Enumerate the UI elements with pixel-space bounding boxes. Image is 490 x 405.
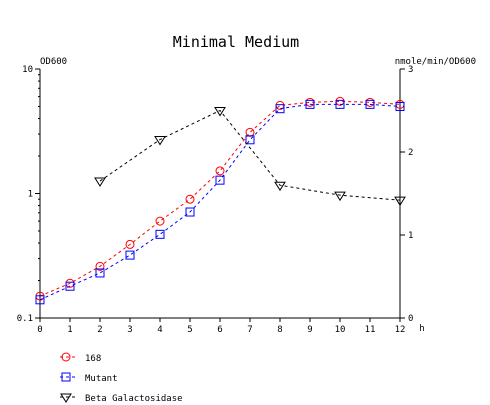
x-tick-label: 3 (127, 325, 132, 335)
legend-label-2: Beta Galactosidase (85, 394, 183, 404)
data-point-2 (394, 196, 406, 207)
y-left-axis-label: OD600 (40, 57, 67, 67)
data-point-1 (95, 268, 105, 278)
data-point-2 (334, 191, 346, 202)
x-tick-label: 10 (335, 325, 346, 335)
x-tick-label: 5 (187, 325, 192, 335)
x-tick-label: 11 (365, 325, 376, 335)
x-tick-label: 9 (307, 325, 312, 335)
data-point-0 (125, 239, 135, 249)
data-point-1 (185, 207, 195, 217)
legend-marker-1 (61, 372, 71, 382)
y-left-tick-label: 10 (22, 65, 33, 75)
chart-title: Minimal Medium (173, 33, 299, 51)
data-point-2 (94, 177, 106, 187)
data-point-1 (155, 229, 165, 239)
x-tick-label: 8 (277, 325, 282, 335)
legend-marker-0 (61, 352, 71, 362)
data-point-2 (214, 107, 226, 117)
x-tick-label: 12 (395, 325, 406, 335)
x-ticks: 0 1 2 3 4 5 6 7 8 9 10 11 12 (37, 318, 405, 335)
data-point-1 (245, 135, 255, 145)
series-line-2 (99, 109, 401, 201)
data-point-0 (95, 261, 105, 271)
legend-label-0: 168 (85, 354, 101, 364)
series-line-1 (39, 103, 401, 301)
data-point-1 (215, 175, 225, 185)
legend-label-1: Mutant (85, 374, 118, 384)
y-right-tick-label: 3 (408, 65, 413, 75)
series-layer (35, 96, 406, 305)
data-point-1 (125, 250, 135, 260)
data-point-1 (35, 295, 45, 305)
data-point-0 (245, 127, 255, 137)
y-right-tick-label: 2 (408, 148, 413, 158)
data-point-2 (274, 181, 286, 192)
data-point-1 (365, 99, 375, 109)
x-axis-unit-label: h (419, 324, 424, 334)
data-point-1 (275, 104, 285, 114)
y-right-axis-label: nmole/min/OD600 (395, 57, 476, 67)
x-tick-label: 4 (157, 325, 162, 335)
series-line-0 (39, 100, 401, 297)
x-tick-label: 1 (67, 325, 72, 335)
y-left-ticks: 0.1 1 10 (17, 65, 40, 324)
x-tick-label: 7 (247, 325, 252, 335)
legend-marker-2 (60, 393, 72, 403)
x-tick-label: 2 (97, 325, 102, 335)
data-point-1 (335, 99, 345, 109)
y-right-ticks: 0 1 2 3 (400, 65, 413, 324)
data-point-0 (215, 166, 225, 176)
data-point-0 (185, 194, 195, 204)
data-point-1 (395, 101, 405, 111)
x-tick-label: 6 (217, 325, 222, 335)
data-point-1 (65, 281, 75, 291)
legend: 168 Mutant Beta Galactosidase (60, 352, 183, 404)
data-point-2 (154, 136, 166, 146)
y-left-tick-label: 0.1 (17, 314, 33, 324)
data-point-1 (305, 99, 315, 109)
y-left-tick-label: 1 (28, 190, 33, 200)
data-point-0 (155, 216, 165, 226)
y-right-tick-label: 1 (408, 231, 413, 241)
y-right-tick-label: 0 (408, 314, 413, 324)
x-tick-label: 0 (37, 325, 42, 335)
